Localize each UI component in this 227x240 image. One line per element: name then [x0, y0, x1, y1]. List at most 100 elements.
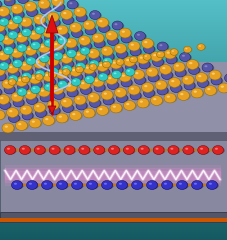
- Ellipse shape: [49, 63, 61, 71]
- Ellipse shape: [129, 57, 138, 63]
- Ellipse shape: [150, 96, 163, 105]
- Ellipse shape: [44, 83, 54, 91]
- Ellipse shape: [31, 37, 43, 45]
- Ellipse shape: [40, 49, 51, 58]
- Bar: [0, 216, 227, 217]
- Ellipse shape: [143, 41, 147, 43]
- Ellipse shape: [78, 15, 81, 17]
- Ellipse shape: [116, 59, 124, 65]
- Bar: [0, 40, 227, 41]
- Ellipse shape: [172, 86, 175, 88]
- Ellipse shape: [56, 113, 68, 123]
- Bar: [0, 182, 227, 183]
- Ellipse shape: [68, 51, 71, 53]
- Bar: [0, 224, 227, 225]
- Ellipse shape: [134, 31, 145, 41]
- Ellipse shape: [89, 60, 99, 68]
- Ellipse shape: [8, 79, 17, 85]
- Ellipse shape: [62, 69, 71, 75]
- Ellipse shape: [25, 47, 38, 55]
- Ellipse shape: [13, 11, 25, 19]
- Ellipse shape: [85, 26, 96, 35]
- Ellipse shape: [163, 183, 166, 185]
- Ellipse shape: [0, 66, 5, 76]
- Ellipse shape: [211, 72, 214, 75]
- Ellipse shape: [127, 184, 131, 186]
- Ellipse shape: [6, 48, 8, 50]
- Ellipse shape: [69, 66, 81, 76]
- Ellipse shape: [0, 0, 2, 8]
- Ellipse shape: [132, 71, 145, 79]
- Ellipse shape: [147, 73, 158, 82]
- Bar: [0, 29, 227, 30]
- Bar: [0, 127, 227, 128]
- Ellipse shape: [49, 19, 61, 27]
- Ellipse shape: [8, 31, 18, 39]
- Ellipse shape: [81, 82, 84, 84]
- Ellipse shape: [46, 85, 49, 87]
- Ellipse shape: [102, 61, 110, 68]
- Ellipse shape: [86, 180, 97, 190]
- Ellipse shape: [51, 86, 64, 94]
- Ellipse shape: [90, 95, 93, 97]
- Ellipse shape: [116, 59, 123, 65]
- Ellipse shape: [49, 102, 53, 105]
- Bar: [0, 68, 227, 69]
- Bar: [0, 171, 227, 172]
- Bar: [0, 6, 227, 7]
- Ellipse shape: [110, 104, 123, 113]
- Ellipse shape: [165, 56, 178, 64]
- Bar: [0, 98, 227, 99]
- Bar: [0, 114, 227, 115]
- Ellipse shape: [105, 30, 117, 40]
- Bar: [0, 85, 227, 86]
- Bar: [0, 202, 227, 203]
- Ellipse shape: [9, 110, 12, 112]
- Ellipse shape: [117, 46, 120, 48]
- Ellipse shape: [78, 36, 91, 45]
- Ellipse shape: [11, 48, 23, 58]
- Ellipse shape: [86, 181, 98, 190]
- Ellipse shape: [83, 88, 86, 90]
- Ellipse shape: [134, 149, 137, 151]
- Polygon shape: [0, 135, 227, 212]
- Ellipse shape: [60, 54, 74, 63]
- Ellipse shape: [36, 105, 39, 107]
- Ellipse shape: [72, 25, 75, 27]
- Ellipse shape: [94, 84, 106, 92]
- Bar: [0, 60, 227, 61]
- Bar: [0, 19, 227, 20]
- Ellipse shape: [62, 60, 74, 68]
- Ellipse shape: [117, 90, 120, 92]
- Ellipse shape: [51, 84, 63, 94]
- Ellipse shape: [47, 36, 50, 38]
- Ellipse shape: [208, 71, 221, 80]
- Bar: [0, 154, 227, 155]
- Bar: [0, 158, 227, 159]
- Bar: [0, 78, 227, 79]
- Ellipse shape: [114, 88, 126, 97]
- Bar: [0, 79, 227, 80]
- Ellipse shape: [98, 68, 110, 77]
- Ellipse shape: [96, 106, 108, 115]
- Ellipse shape: [11, 93, 24, 102]
- Ellipse shape: [114, 67, 117, 69]
- Ellipse shape: [11, 180, 22, 190]
- Ellipse shape: [5, 82, 8, 84]
- Bar: [0, 133, 227, 134]
- Ellipse shape: [161, 71, 173, 79]
- Ellipse shape: [201, 63, 212, 72]
- Ellipse shape: [0, 43, 2, 53]
- Ellipse shape: [30, 42, 41, 50]
- Ellipse shape: [62, 69, 70, 75]
- Ellipse shape: [181, 55, 184, 57]
- Ellipse shape: [212, 146, 224, 155]
- Bar: [0, 76, 227, 77]
- Ellipse shape: [80, 85, 91, 95]
- Bar: [0, 231, 227, 232]
- Ellipse shape: [63, 12, 66, 14]
- Ellipse shape: [62, 65, 72, 73]
- Ellipse shape: [56, 69, 68, 79]
- Bar: [0, 2, 227, 3]
- Ellipse shape: [174, 69, 186, 77]
